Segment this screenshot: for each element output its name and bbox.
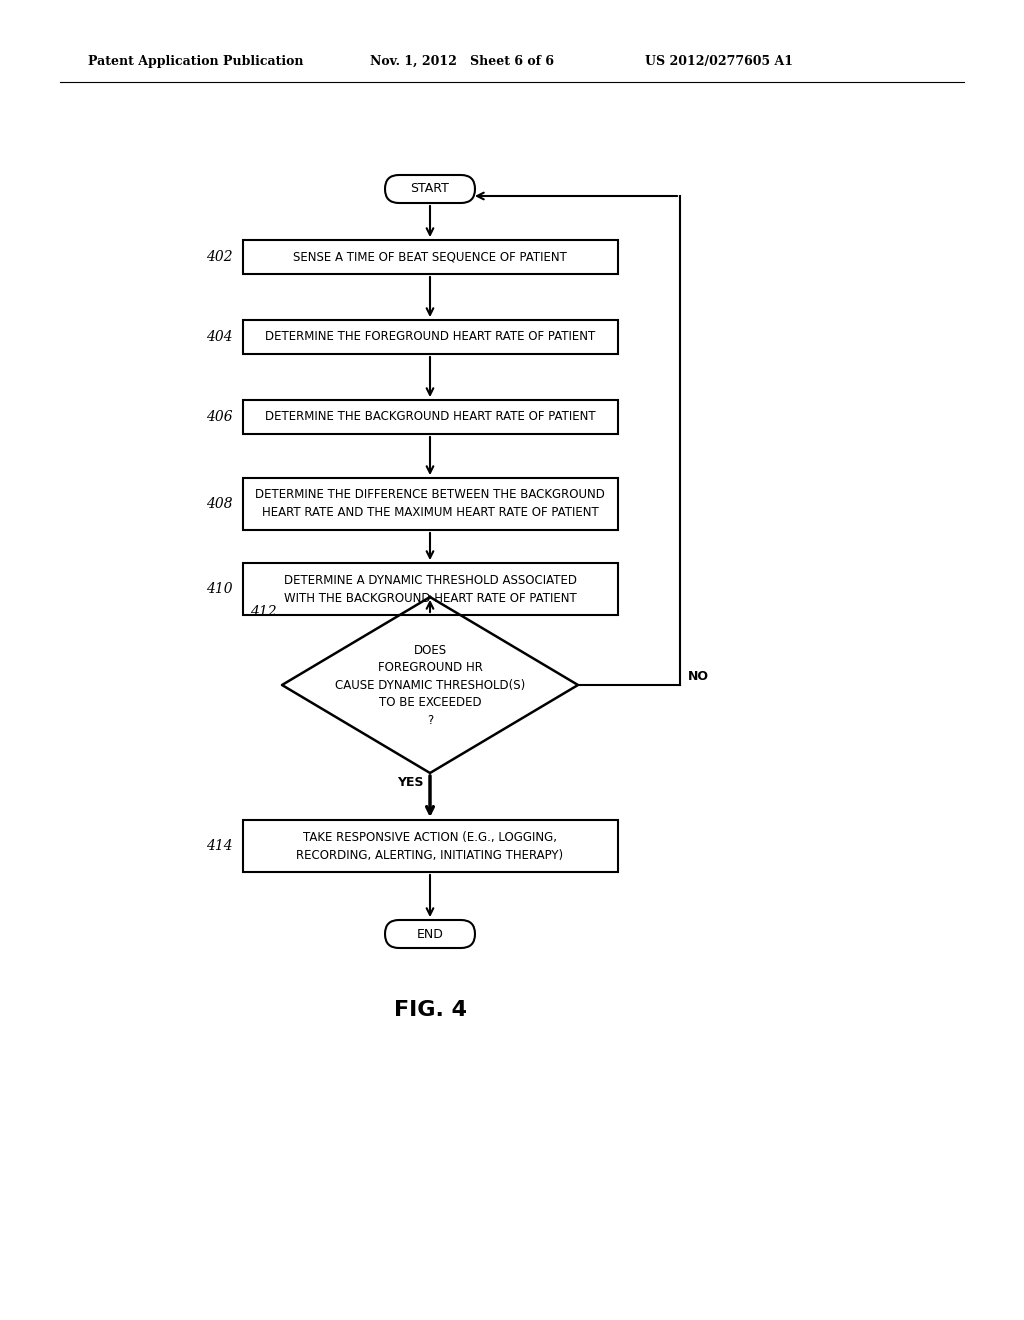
Text: START: START xyxy=(411,182,450,195)
FancyBboxPatch shape xyxy=(243,564,617,615)
Text: 410: 410 xyxy=(206,582,232,597)
Text: YES: YES xyxy=(396,776,423,789)
FancyBboxPatch shape xyxy=(243,400,617,434)
FancyBboxPatch shape xyxy=(243,820,617,873)
Text: DOES
FOREGROUND HR
CAUSE DYNAMIC THRESHOLD(S)
TO BE EXCEEDED
?: DOES FOREGROUND HR CAUSE DYNAMIC THRESHO… xyxy=(335,644,525,726)
Text: 406: 406 xyxy=(206,411,232,424)
Text: 414: 414 xyxy=(206,840,232,853)
Text: DETERMINE THE DIFFERENCE BETWEEN THE BACKGROUND
HEART RATE AND THE MAXIMUM HEART: DETERMINE THE DIFFERENCE BETWEEN THE BAC… xyxy=(255,488,605,520)
Text: END: END xyxy=(417,928,443,940)
FancyBboxPatch shape xyxy=(385,176,475,203)
FancyBboxPatch shape xyxy=(385,920,475,948)
Text: NO: NO xyxy=(688,671,709,684)
Text: DETERMINE A DYNAMIC THRESHOLD ASSOCIATED
WITH THE BACKGROUND HEART RATE OF PATIE: DETERMINE A DYNAMIC THRESHOLD ASSOCIATED… xyxy=(284,573,577,605)
Text: 408: 408 xyxy=(206,498,232,511)
Text: DETERMINE THE BACKGROUND HEART RATE OF PATIENT: DETERMINE THE BACKGROUND HEART RATE OF P… xyxy=(264,411,595,424)
Text: SENSE A TIME OF BEAT SEQUENCE OF PATIENT: SENSE A TIME OF BEAT SEQUENCE OF PATIENT xyxy=(293,251,567,264)
Text: DETERMINE THE FOREGROUND HEART RATE OF PATIENT: DETERMINE THE FOREGROUND HEART RATE OF P… xyxy=(265,330,595,343)
Text: 412: 412 xyxy=(251,605,278,619)
Text: US 2012/0277605 A1: US 2012/0277605 A1 xyxy=(645,55,793,69)
Text: 404: 404 xyxy=(206,330,232,345)
Text: FIG. 4: FIG. 4 xyxy=(393,1001,467,1020)
Text: TAKE RESPONSIVE ACTION (E.G., LOGGING,
RECORDING, ALERTING, INITIATING THERAPY): TAKE RESPONSIVE ACTION (E.G., LOGGING, R… xyxy=(296,830,563,862)
FancyBboxPatch shape xyxy=(243,240,617,275)
Text: Nov. 1, 2012   Sheet 6 of 6: Nov. 1, 2012 Sheet 6 of 6 xyxy=(370,55,554,69)
Text: Patent Application Publication: Patent Application Publication xyxy=(88,55,303,69)
FancyBboxPatch shape xyxy=(243,319,617,354)
FancyBboxPatch shape xyxy=(243,478,617,531)
Text: 402: 402 xyxy=(206,249,232,264)
